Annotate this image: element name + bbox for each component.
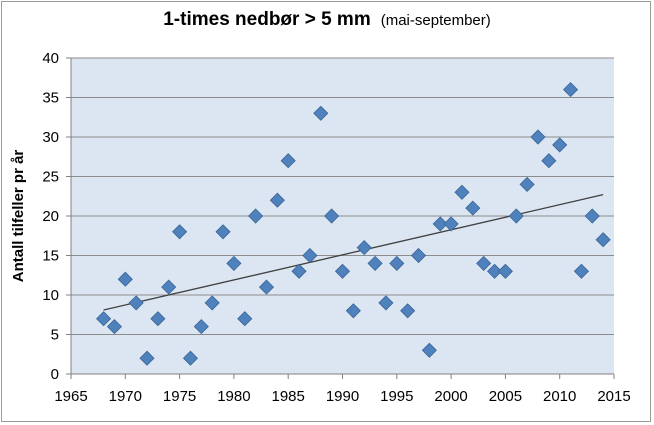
y-tick-label: 25 [42,169,59,186]
data-point [541,153,557,169]
data-point [280,153,296,169]
data-point [389,255,405,271]
data-point [356,240,372,256]
data-point [172,224,188,240]
chart-subtitle: (mai-september) [381,12,491,29]
data-point [367,255,383,271]
data-point [150,311,166,327]
y-tick-label: 35 [42,90,59,107]
y-tick-labels: 0 5 10 15 20 25 30 35 40 [42,50,71,383]
x-tick-label: 1980 [217,388,250,405]
data-point [334,263,351,279]
data-point [248,208,264,224]
data-point [106,319,123,335]
data-point [237,311,253,327]
data-point [454,184,470,200]
data-point [269,192,285,208]
data-point [552,137,568,153]
data-point [215,224,231,240]
x-tick-label: 2005 [489,388,522,405]
data-point [302,247,318,264]
data-point [432,216,448,232]
data-point [182,350,199,366]
y-tick-label: 40 [42,50,59,67]
data-point [96,311,112,327]
data-point [497,263,513,279]
data-point [595,232,611,248]
data-point [226,255,242,271]
data-point [291,263,307,279]
y-axis-label: Antall tilfeller pr år [10,150,27,283]
data-point [530,129,546,145]
data-point [258,279,275,295]
y-tick-label: 5 [51,327,59,344]
data-point [139,350,155,366]
data-point [519,176,535,192]
data-point [410,247,427,264]
y-tick-label: 20 [42,208,59,225]
data-point [193,319,209,335]
data-point [128,295,144,311]
x-tick-label: 1990 [326,388,359,405]
x-tick-label: 2010 [543,388,576,405]
x-tick-label: 1975 [163,388,196,405]
x-tick-label: 1995 [380,388,413,405]
data-point [562,82,579,98]
chart-title: 1-times nedbør > 5 mm (mai-september) [163,9,491,30]
y-tick-label: 30 [42,129,59,146]
data-point [161,279,177,295]
data-points [96,82,611,366]
x-tick-label: 2000 [434,388,467,405]
data-point [465,200,481,216]
data-point [508,208,524,224]
y-tick-label: 15 [42,248,59,265]
chart-title-main: 1-times nedbør > 5 mm [163,9,370,30]
data-point [313,105,329,121]
x-tick-label: 1970 [109,388,142,405]
x-tick-labels: 1965 1970 1975 1980 1985 1990 1995 2000 2005 2010… [54,374,631,405]
x-tick-label: 2015 [597,388,630,405]
data-point [117,271,133,287]
data-point [584,208,600,224]
data-point [476,255,492,271]
data-point [443,216,459,232]
data-point [486,263,503,279]
data-point [345,303,361,319]
data-point [204,295,220,311]
data-point [378,295,394,311]
data-point [400,303,416,319]
x-tick-label: 1985 [272,388,305,405]
y-tick-label: 0 [51,366,59,383]
data-point [573,263,589,279]
data-point [324,208,340,224]
x-tick-label: 1965 [54,388,87,405]
y-tick-label: 10 [42,287,59,304]
data-point [421,342,437,358]
